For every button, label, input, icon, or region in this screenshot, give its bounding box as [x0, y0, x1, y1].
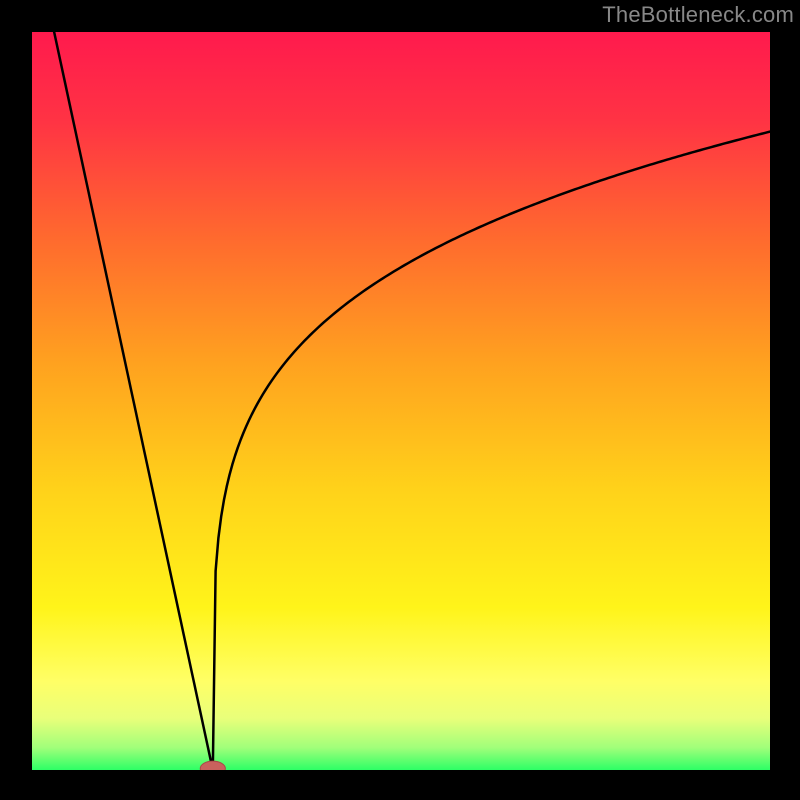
plot-background: [32, 32, 770, 770]
chart-outer: TheBottleneck.com: [0, 0, 800, 800]
watermark-text: TheBottleneck.com: [602, 0, 800, 28]
bottleneck-curve-plot: [32, 32, 770, 770]
